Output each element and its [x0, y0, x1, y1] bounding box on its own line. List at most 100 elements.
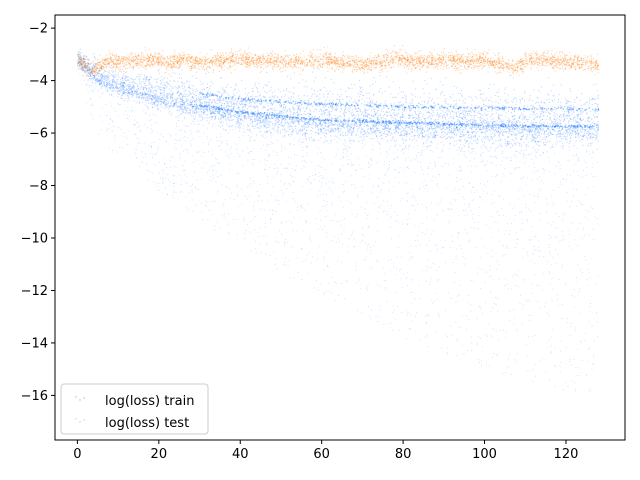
- train-point: [257, 120, 259, 122]
- train-point: [282, 106, 285, 108]
- train-point: [421, 132, 424, 134]
- train-point: [485, 97, 488, 99]
- train-point: [340, 111, 342, 113]
- train-point: [566, 117, 569, 119]
- train-point: [354, 107, 357, 109]
- train-point: [173, 104, 175, 106]
- train-point: [299, 129, 301, 132]
- train-point: [264, 96, 266, 98]
- train-point: [120, 91, 122, 93]
- train-point: [196, 100, 198, 102]
- train-point: [114, 71, 116, 73]
- train-point: [268, 123, 270, 125]
- train-point: [559, 115, 561, 117]
- train-point: [152, 90, 155, 92]
- train-point: [261, 102, 263, 104]
- train-point: [569, 132, 572, 134]
- train-point: [235, 83, 237, 85]
- train-point: [256, 122, 258, 124]
- train-point: [258, 82, 260, 84]
- train-point: [130, 96, 132, 98]
- train-point: [145, 84, 147, 87]
- train-point: [172, 98, 174, 100]
- train-point: [459, 115, 461, 117]
- train-point: [214, 101, 216, 103]
- train-point: [288, 122, 290, 124]
- train-point: [459, 131, 461, 133]
- train-point: [255, 116, 257, 118]
- train-point: [570, 134, 573, 136]
- train-point: [340, 121, 342, 124]
- train-point: [297, 120, 299, 122]
- train-point: [416, 114, 418, 116]
- train-point: [163, 82, 165, 84]
- train-point: [199, 113, 201, 115]
- train-point: [116, 87, 118, 90]
- train-point: [133, 92, 135, 95]
- train-point: [254, 118, 256, 120]
- train-point: [490, 130, 492, 132]
- train-point: [126, 84, 128, 86]
- train-point: [487, 138, 489, 140]
- train-point: [194, 108, 197, 110]
- train-point: [372, 128, 374, 130]
- train-point: [143, 88, 145, 91]
- train-point: [478, 135, 480, 137]
- train-point: [90, 63, 92, 65]
- train-point: [113, 79, 115, 81]
- train-point: [225, 110, 227, 112]
- train-point: [278, 115, 280, 118]
- train-point: [406, 132, 408, 134]
- train-point: [582, 118, 585, 121]
- train-point: [261, 117, 263, 119]
- train-point: [148, 95, 150, 97]
- train-point: [226, 101, 228, 103]
- train-point: [161, 102, 163, 104]
- train-point: [587, 134, 590, 136]
- train-point: [128, 99, 130, 101]
- train-point: [483, 106, 485, 108]
- train-point: [570, 90, 572, 92]
- train-point: [319, 125, 321, 127]
- train-point: [183, 101, 185, 104]
- train-point: [476, 127, 478, 129]
- train-point: [369, 85, 371, 87]
- train-point: [458, 120, 460, 122]
- train-point: [122, 77, 124, 79]
- train-point: [312, 71, 314, 73]
- train-point: [310, 129, 312, 132]
- train-point: [583, 103, 585, 105]
- train-point: [524, 92, 526, 94]
- train-point: [472, 99, 474, 101]
- train-point: [446, 110, 448, 112]
- train-point: [225, 98, 227, 100]
- train-point: [154, 101, 156, 103]
- train-point: [368, 113, 370, 115]
- train-point: [587, 101, 589, 103]
- train-point: [534, 140, 537, 142]
- train-point: [276, 112, 278, 114]
- train-point: [243, 116, 245, 118]
- train-point: [201, 97, 203, 99]
- train-point: [586, 113, 588, 115]
- train-point: [411, 128, 414, 130]
- train-point: [277, 88, 280, 90]
- train-point: [203, 88, 205, 90]
- train-point: [521, 123, 523, 125]
- train-point: [540, 122, 542, 124]
- train-point: [549, 130, 551, 132]
- train-point: [266, 130, 268, 132]
- train-point: [414, 130, 416, 132]
- train-point: [319, 89, 321, 91]
- train-point: [371, 125, 373, 127]
- train-point: [283, 90, 285, 92]
- train-point: [427, 138, 429, 140]
- train-point: [384, 117, 386, 119]
- train-point: [392, 112, 394, 114]
- train-point: [357, 113, 359, 115]
- train-point: [573, 106, 575, 108]
- train-point: [427, 127, 429, 129]
- train-point: [384, 103, 386, 105]
- train-point: [161, 97, 163, 99]
- train-point: [244, 118, 246, 120]
